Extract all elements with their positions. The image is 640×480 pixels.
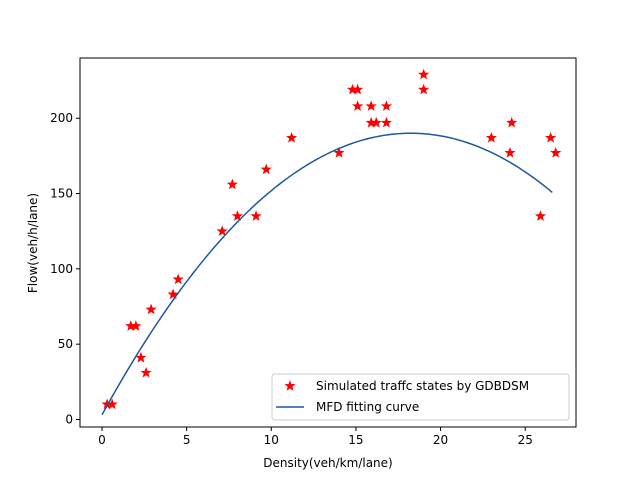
data-point-star [550,147,562,158]
data-point-star [140,366,152,378]
data-point-star [545,131,557,143]
data-point-star [333,147,345,158]
data-point-star [250,210,262,221]
data-point-star [167,288,179,300]
data-point-star [260,163,272,175]
x-tick-label: 0 [98,433,106,447]
data-point-star [286,131,298,143]
legend: Simulated traffc states by GDBDSM MFD fi… [271,373,570,421]
data-point-star [370,116,382,128]
axes-frame [79,57,577,428]
legend-star-shape [284,380,296,391]
legend-label-scatter: Simulated traffc states by GDBDSM [316,379,529,393]
y-tick-label: 150 [50,187,73,201]
mfd-fitting-curve [101,132,553,416]
legend-label-curve: MFD fitting curve [316,400,419,414]
legend-box [271,373,570,421]
y-tick-label: 50 [58,337,73,351]
x-tick-label: 15 [348,433,363,447]
data-point-star [365,100,377,111]
data-point-star [145,303,157,315]
y-axis-label: Flow(veh/h/lane) [26,193,40,293]
data-point-star [418,83,430,95]
data-point-star [380,116,392,128]
data-point-star [504,147,516,158]
x-axis-label: Density(veh/km/lane) [263,456,392,470]
data-point-star [216,225,228,236]
x-tick-label: 25 [518,433,533,447]
axis-ticks: 0 5 10 15 20 25 0 50 100 150 200 [50,111,533,447]
x-tick-label: 20 [433,433,448,447]
y-tick-label: 100 [50,262,73,276]
y-tick-label: 200 [50,111,73,125]
data-marks [101,68,562,416]
data-point-star [231,210,244,221]
data-point-star [485,131,497,143]
data-point-star [380,100,392,111]
x-tick-label: 5 [183,433,191,447]
x-tick-label: 10 [264,433,279,447]
data-point-star [226,178,238,190]
data-point-star [534,210,547,221]
data-point-star [352,100,364,111]
data-point-star [130,320,142,331]
data-point-star [352,83,364,95]
data-point-star [418,68,430,80]
data-point-star [172,273,184,285]
y-tick-label: 0 [65,412,73,426]
legend-star-marker [284,380,296,391]
data-point-star [135,351,147,363]
data-point-star [506,116,518,128]
